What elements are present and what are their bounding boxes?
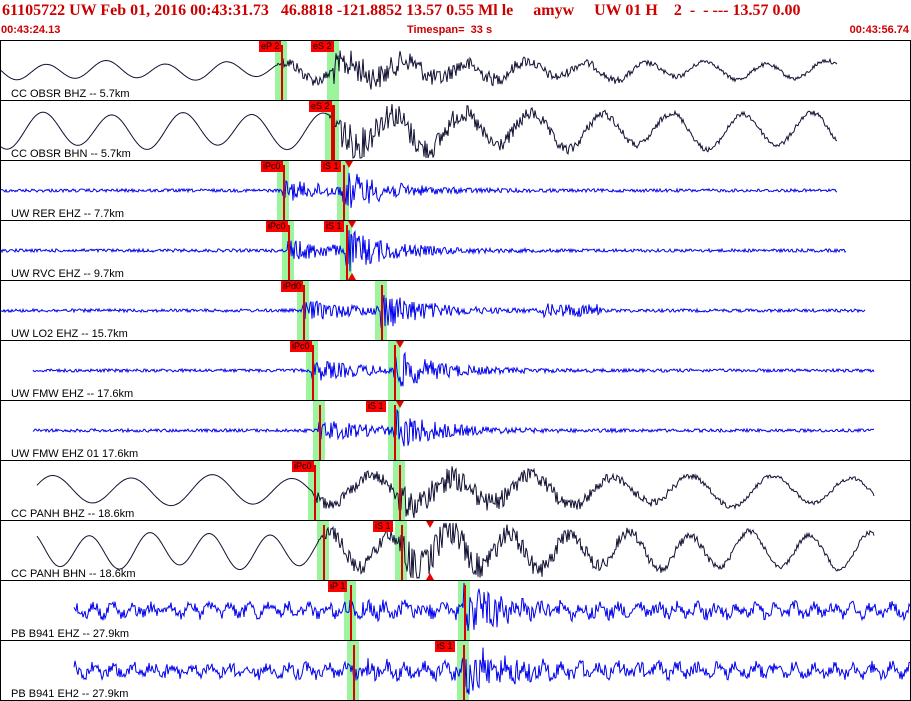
channel-label: CC PANH BHN -- 18.6km (11, 568, 136, 580)
channel-label: UW LO2 EHZ -- 15.7km (11, 328, 128, 340)
trace-panel[interactable]: iPc0 iS 1 UW RER EHZ -- 7.7km (0, 160, 911, 221)
waveform-path (36, 466, 875, 519)
channel-label: PB B941 EH2 -- 27.9km (11, 688, 129, 700)
end-time: 00:43:56.74 (849, 24, 909, 36)
phase-pick-flag[interactable]: iPc0 (292, 461, 314, 472)
trace-panel[interactable]: iPc0 iS 1 UW RVC EHZ -- 9.7km (0, 220, 911, 281)
phase-pick-flag[interactable]: iP 1 (328, 581, 348, 592)
p-pick-line[interactable] (281, 45, 283, 100)
trace-panel[interactable]: iPc0 CC PANH BHZ -- 18.6km (0, 460, 911, 521)
phase-pick-flag[interactable]: eP 2 (259, 41, 282, 52)
trace-panel[interactable]: iPd0 UW LO2 EHZ -- 15.7km (0, 280, 911, 341)
waveform-trace (32, 408, 875, 447)
waveform-path (1, 104, 838, 159)
p-pick-line[interactable] (333, 105, 335, 160)
phase-pick-flag[interactable]: iS 1 (366, 401, 386, 412)
waveform-panels[interactable]: eP 2 eS 2 CC OBSR BHZ -- 5.7km eS 2 CC OBSR … (0, 40, 911, 701)
trace-panel[interactable]: iP 1 PB B941 EHZ -- 27.9km (0, 580, 911, 641)
s-pick-line[interactable] (399, 465, 401, 520)
waveform-trace (1, 168, 838, 208)
waveform-trace (36, 466, 875, 519)
s-pick-line[interactable] (343, 165, 345, 220)
s-pick-line[interactable] (394, 405, 396, 460)
waveform-trace (73, 582, 910, 632)
waveform-trace (36, 522, 875, 579)
waveform-trace (1, 104, 838, 159)
amplitude-marker-icon (426, 521, 434, 528)
p-pick-line[interactable] (323, 525, 325, 580)
waveform-path (1, 50, 838, 90)
s-pick-line[interactable] (381, 285, 383, 340)
channel-label: UW FMW EHZ 01 17.6km (11, 448, 139, 460)
waveform-path (73, 647, 910, 695)
waveform-path (32, 408, 875, 447)
phase-pick-flag[interactable]: iS 1 (321, 161, 341, 172)
channel-label: CC OBSR BHZ -- 5.7km (11, 88, 130, 100)
phase-pick-flag[interactable]: iS 1 (324, 221, 344, 232)
p-pick-line[interactable] (314, 465, 316, 520)
s-pick-line[interactable] (331, 105, 333, 160)
p-pick-line[interactable] (288, 225, 290, 280)
waveform-trace (1, 50, 838, 90)
trace-panel[interactable]: iS 1 PB B941 EH2 -- 27.9km (0, 640, 911, 701)
timespan-label: Timespan= 33 s (407, 24, 493, 36)
trace-panel[interactable]: iPc0 UW FMW EHZ -- 17.6km (0, 340, 911, 401)
start-time: 00:43:24.13 (1, 24, 61, 36)
amplitude-marker-icon (426, 573, 434, 580)
amplitude-marker-icon (396, 341, 404, 348)
s-pick-line[interactable] (463, 645, 465, 700)
channel-label: CC OBSR BHN -- 5.7km (11, 148, 131, 160)
amplitude-marker-icon (345, 161, 353, 168)
s-pick-line[interactable] (394, 345, 396, 400)
p-pick-line[interactable] (353, 645, 355, 700)
waveform-path (1, 168, 838, 208)
s-pick-line[interactable] (464, 585, 466, 640)
phase-pick-flag[interactable]: eS 2 (309, 101, 332, 112)
trace-panel[interactable]: iS 1 CC PANH BHN -- 18.6km (0, 520, 911, 581)
event-header: 61105722 UW Feb 01, 2016 00:43:31.73 46.… (0, 0, 911, 40)
amplitude-marker-icon (348, 221, 356, 228)
channel-label: UW RVC EHZ -- 9.7km (11, 268, 124, 280)
p-pick-line[interactable] (319, 405, 321, 460)
phase-pick-flag[interactable]: iPc0 (266, 221, 288, 232)
trace-panel[interactable]: iS 1 UW FMW EHZ 01 17.6km (0, 400, 911, 461)
waveform-path (73, 582, 910, 632)
waveform-path (32, 351, 875, 387)
phase-pick-flag[interactable]: iPc0 (261, 161, 283, 172)
s-pick-line[interactable] (401, 525, 403, 580)
p-pick-line[interactable] (350, 585, 352, 640)
trace-panel[interactable]: eS 2 CC OBSR BHN -- 5.7km (0, 100, 911, 161)
trace-panel[interactable]: eP 2 eS 2 CC OBSR BHZ -- 5.7km (0, 40, 911, 101)
p-pick-line[interactable] (303, 285, 305, 340)
channel-label: CC PANH BHZ -- 18.6km (11, 508, 135, 520)
phase-pick-flag[interactable]: iS 1 (435, 641, 455, 652)
waveform-path (1, 230, 847, 272)
amplitude-marker-icon (348, 273, 356, 280)
p-pick-line[interactable] (312, 345, 314, 400)
phase-pick-flag[interactable]: iPd0 (281, 281, 304, 292)
waveform-path (1, 294, 866, 332)
amplitude-marker-icon (396, 401, 404, 408)
p-pick-line[interactable] (283, 165, 285, 220)
event-title: 61105722 UW Feb 01, 2016 00:43:31.73 46.… (2, 2, 801, 19)
channel-label: UW RER EHZ -- 7.7km (11, 208, 125, 220)
waveform-path (36, 522, 875, 579)
channel-label: UW FMW EHZ -- 17.6km (11, 388, 134, 400)
waveform-trace (1, 230, 847, 272)
waveform-trace (1, 294, 866, 332)
phase-pick-flag[interactable]: iS 1 (373, 521, 393, 532)
s-pick-line[interactable] (346, 225, 348, 280)
waveform-trace (32, 351, 875, 387)
waveform-trace (73, 647, 910, 695)
phase-pick-flag[interactable]: iPc0 (290, 341, 312, 352)
phase-pick-flag[interactable]: eS 2 (311, 41, 334, 52)
channel-label: PB B941 EHZ -- 27.9km (11, 628, 129, 640)
